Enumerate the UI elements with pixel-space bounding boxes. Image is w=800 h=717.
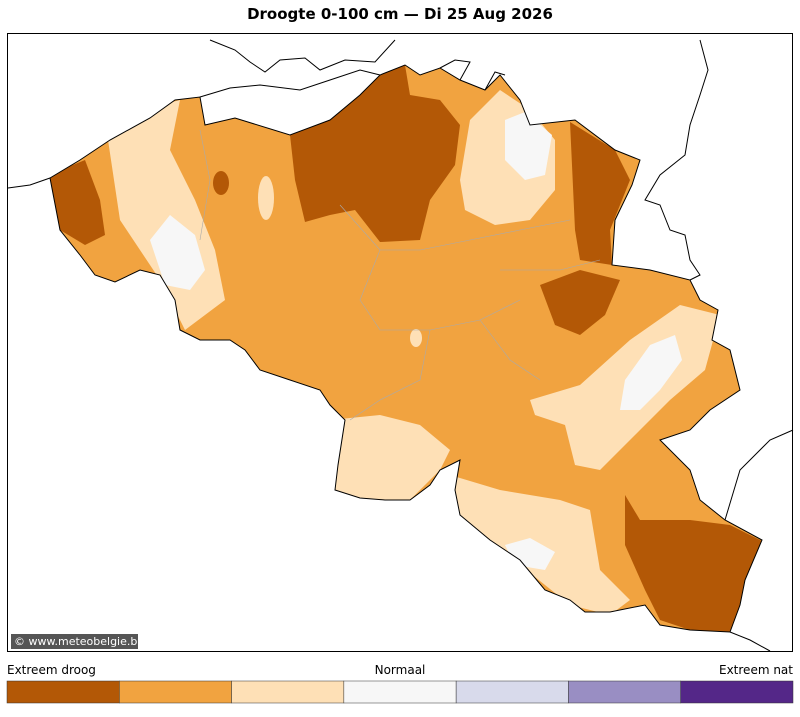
map-title: Droogte 0-100 cm — Di 25 Aug 2026 <box>247 5 553 23</box>
legend-label: Extreem nat <box>719 663 793 677</box>
credit: © www.meteobelgie.be <box>14 635 144 648</box>
color-swatch <box>568 680 681 704</box>
color-bar <box>6 680 794 704</box>
color-swatch <box>680 680 794 704</box>
legend-label: Normaal <box>375 663 426 677</box>
credit-bg <box>11 634 138 649</box>
legend-label: Extreem droog <box>7 663 96 677</box>
color-swatch <box>231 680 345 704</box>
neighbour-borders <box>7 39 794 652</box>
color-swatch <box>119 680 232 704</box>
color-swatch <box>6 680 120 704</box>
color-swatch <box>343 680 457 704</box>
color-swatch <box>455 680 569 704</box>
